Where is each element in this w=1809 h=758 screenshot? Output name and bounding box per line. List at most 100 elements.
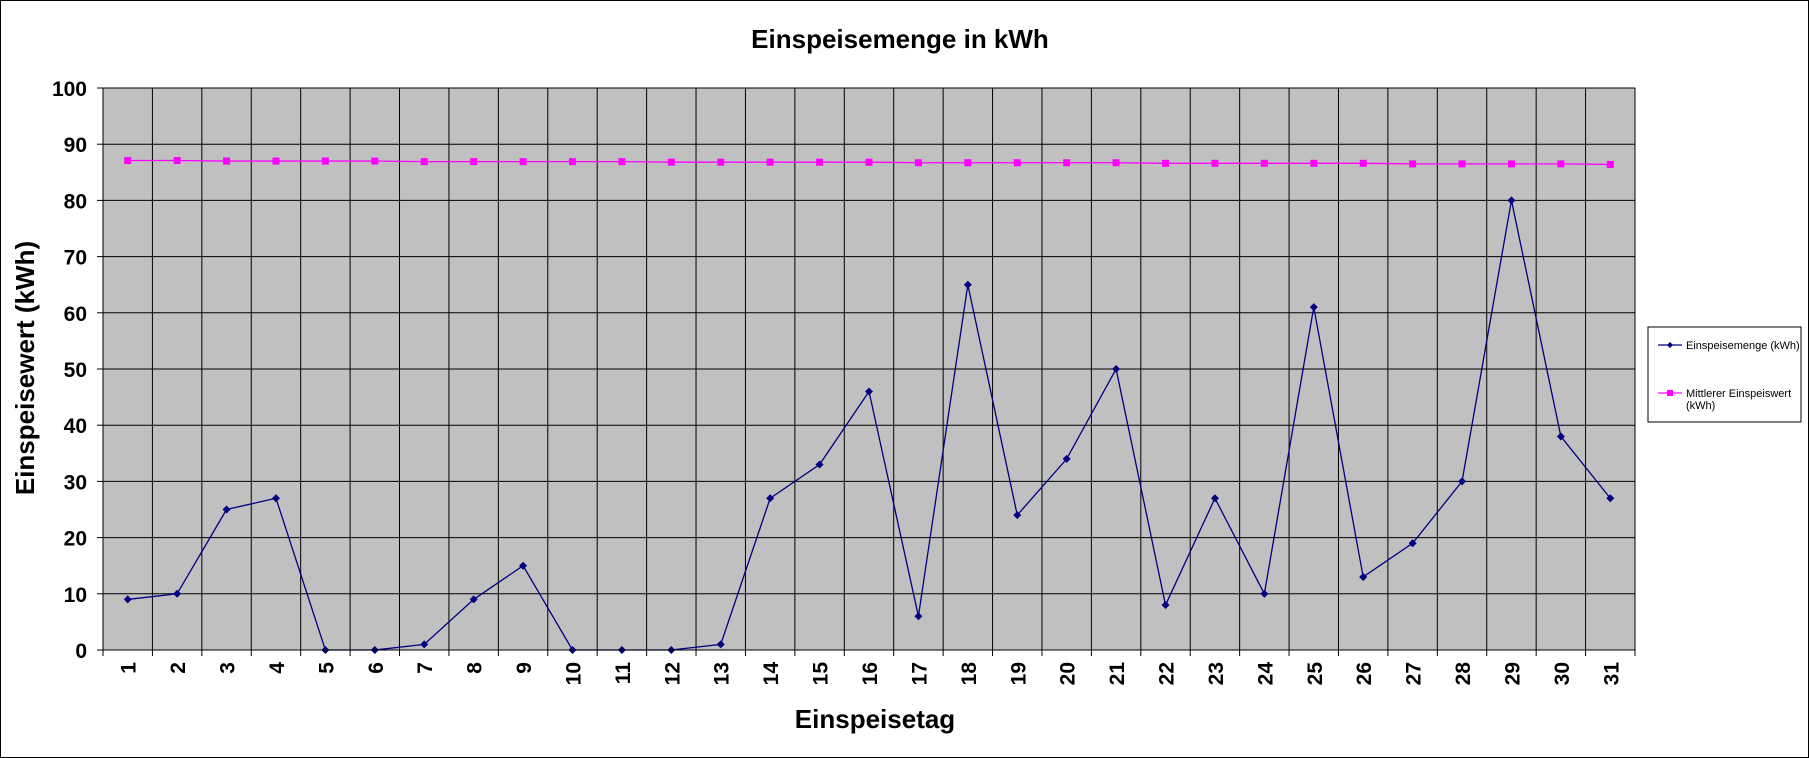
x-tick-label: 25: [1304, 662, 1327, 686]
x-tick-label: 16: [859, 662, 882, 685]
y-axis-ticks: 0 10 20 30 40 50 60 70 80 90 100: [52, 78, 103, 663]
legend-label: Einspeisemenge (kWh): [1686, 340, 1800, 352]
y-tick-label: 40: [64, 415, 87, 438]
x-tick-label: 3: [217, 662, 240, 674]
data-point: [865, 158, 873, 166]
grid-lines: [102, 87, 1636, 651]
data-point: [964, 159, 972, 167]
data-point: [618, 158, 626, 166]
data-point: [173, 589, 182, 598]
data-point: [223, 157, 231, 165]
data-point: [766, 494, 775, 503]
x-axis-ticks: 1 2 3 4 5 6 7 8 9 10 11 12 13 14 15 16 17 18 19 20 21 22 23 24 2…: [102, 650, 1636, 686]
y-tick-label: 30: [64, 471, 87, 494]
x-tick-label: 20: [1057, 662, 1080, 685]
data-point: [371, 157, 379, 165]
data-point: [519, 561, 528, 570]
data-point: [717, 158, 725, 166]
y-tick-label: 50: [64, 359, 87, 382]
y-tick-label: 80: [64, 190, 87, 213]
x-tick-label: 9: [513, 662, 536, 674]
y-axis-title: Einspeisewert (kWh): [10, 241, 40, 495]
x-tick-label: 30: [1551, 662, 1574, 685]
y-tick-label: 70: [64, 247, 87, 270]
data-point: [1062, 454, 1071, 463]
data-point: [1606, 160, 1614, 168]
data-point: [1260, 589, 1269, 598]
data-point: [568, 158, 576, 166]
data-point: [1557, 160, 1565, 168]
data-point: [1063, 159, 1071, 167]
data-point: [1359, 572, 1368, 581]
y-tick-label: 90: [64, 134, 87, 157]
data-point: [1013, 511, 1022, 520]
x-tick-label: 22: [1156, 662, 1179, 685]
data-point: [1013, 159, 1021, 167]
y-tick-label: 60: [64, 303, 87, 326]
data-point: [963, 280, 972, 289]
y-tick-label: 20: [64, 528, 87, 551]
x-tick-label: 5: [315, 662, 338, 674]
data-point: [1359, 159, 1367, 167]
data-point: [716, 640, 725, 649]
y-tick-label: 0: [75, 640, 87, 663]
data-point: [1309, 303, 1318, 312]
data-point: [222, 505, 231, 514]
x-tick-label: 31: [1600, 662, 1623, 686]
legend-marker: [1667, 390, 1673, 396]
data-point: [1211, 159, 1219, 167]
data-point: [1507, 196, 1516, 205]
x-tick-label: 14: [760, 662, 783, 686]
data-point: [667, 158, 675, 166]
data-point: [1112, 365, 1121, 373]
data-point: [123, 595, 132, 604]
legend-label: Mittlerer Einspeiswert: [1686, 388, 1791, 400]
data-point: [519, 158, 527, 166]
legend-marker: [1667, 342, 1673, 348]
x-tick-label: 1: [118, 662, 141, 674]
legend: Einspeisemenge (kWh) Mittlerer Einspeiswe…: [1647, 326, 1802, 423]
x-tick-label: 17: [908, 662, 931, 685]
data-point: [1161, 601, 1170, 610]
data-point: [1606, 494, 1615, 503]
data-point: [1260, 159, 1268, 167]
x-tick-label: 6: [365, 662, 388, 674]
data-point: [1310, 159, 1318, 167]
data-point: [173, 156, 181, 164]
chart-title: Einspeisemenge in kWh: [751, 24, 1049, 54]
legend-box: [1647, 326, 1802, 423]
data-point: [1408, 539, 1417, 548]
x-tick-label: 19: [1007, 662, 1030, 685]
data-point: [1556, 432, 1565, 441]
x-tick-label: 10: [562, 662, 585, 685]
x-tick-label: 26: [1353, 662, 1376, 685]
data-point: [271, 494, 280, 503]
data-point: [1162, 159, 1170, 167]
data-point: [1210, 494, 1219, 503]
data-point: [470, 158, 478, 166]
data-point: [1507, 160, 1515, 168]
data-point: [1409, 160, 1417, 168]
data-point: [469, 595, 478, 604]
data-point: [124, 156, 132, 164]
data-point: [914, 612, 923, 621]
x-axis-title: Einspeisetag: [795, 704, 955, 734]
data-point: [1112, 159, 1120, 167]
data-point: [420, 158, 428, 166]
x-tick-label: 27: [1403, 662, 1426, 685]
x-tick-label: 12: [661, 662, 684, 685]
x-tick-label: 18: [958, 662, 981, 686]
y-tick-label: 100: [52, 78, 87, 101]
x-tick-label: 15: [810, 662, 833, 686]
x-tick-label: 24: [1254, 662, 1277, 686]
x-tick-label: 29: [1501, 662, 1524, 685]
data-point: [865, 387, 873, 396]
x-tick-label: 11: [612, 662, 635, 685]
data-point: [321, 157, 329, 165]
x-tick-label: 7: [414, 662, 437, 674]
x-tick-label: 21: [1106, 662, 1129, 686]
data-point: [816, 158, 824, 166]
x-tick-label: 28: [1452, 662, 1475, 686]
x-tick-label: 13: [711, 662, 734, 685]
